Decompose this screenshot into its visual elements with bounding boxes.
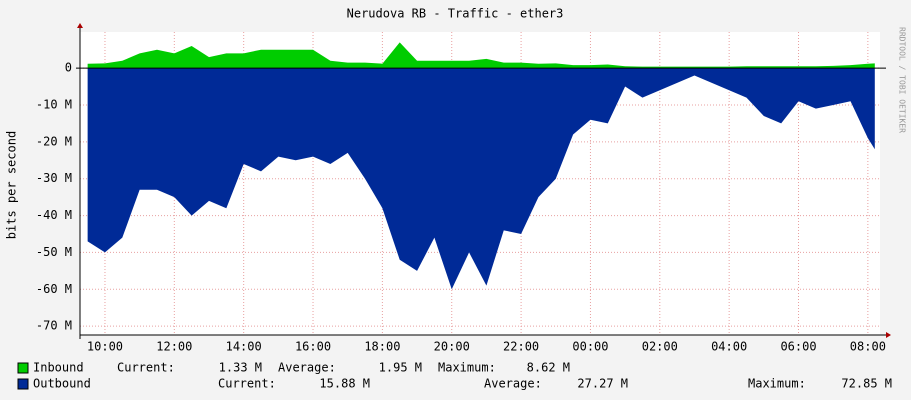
x-tick-label: 10:00	[87, 340, 123, 354]
legend-stat: Current:	[218, 377, 276, 391]
legend-label: Outbound	[33, 377, 91, 391]
x-tick-label: 00:00	[572, 340, 608, 354]
x-tick-label: 14:00	[226, 340, 262, 354]
x-tick-label: 08:00	[850, 340, 886, 354]
legend-stat: 27.27 M	[577, 377, 628, 391]
x-tick-label: 20:00	[434, 340, 470, 354]
x-axis-arrow	[886, 332, 891, 338]
x-tick-label: 18:00	[364, 340, 400, 354]
y-tick-label: -50 M	[36, 245, 72, 259]
y-tick-label: -70 M	[36, 319, 72, 333]
area	[87, 42, 875, 69]
legend-stat: 1.95 M	[379, 361, 422, 375]
chart-title: Nerudova RB - Traffic - ether3	[347, 7, 564, 21]
legend-stat: 8.62 M	[527, 361, 570, 375]
y-axis-label: bits per second	[5, 131, 19, 239]
y-tick-label: -40 M	[36, 208, 72, 222]
legend-stat: Average:	[278, 361, 336, 375]
x-tick-label: 12:00	[156, 340, 192, 354]
area	[87, 68, 875, 290]
legend-stat: Maximum:	[748, 377, 806, 391]
y-axis-arrow	[77, 23, 83, 28]
legend-swatch	[17, 378, 29, 390]
x-tick-label: 16:00	[295, 340, 331, 354]
legend-label: Inbound	[33, 361, 84, 375]
x-tick-label: 04:00	[711, 340, 747, 354]
y-tick-label: -60 M	[36, 282, 72, 296]
legend-swatch	[17, 362, 29, 374]
x-tick-label: 22:00	[503, 340, 539, 354]
y-tick-label: 0	[65, 61, 72, 75]
legend-stat: 15.88 M	[319, 377, 370, 391]
watermark: RRDTOOL / TOBI OETIKER	[898, 27, 907, 133]
x-tick-label: 02:00	[642, 340, 678, 354]
y-tick-label: -10 M	[36, 97, 72, 111]
y-tick-label: -20 M	[36, 134, 72, 148]
legend-stat: Average:	[484, 377, 542, 391]
legend-stat: Current:	[117, 361, 175, 375]
legend-stat: 72.85 M	[841, 377, 892, 391]
y-tick-label: -30 M	[36, 171, 72, 185]
x-tick-label: 06:00	[780, 340, 816, 354]
legend-stat: 1.33 M	[219, 361, 262, 375]
legend-stat: Maximum:	[438, 361, 496, 375]
